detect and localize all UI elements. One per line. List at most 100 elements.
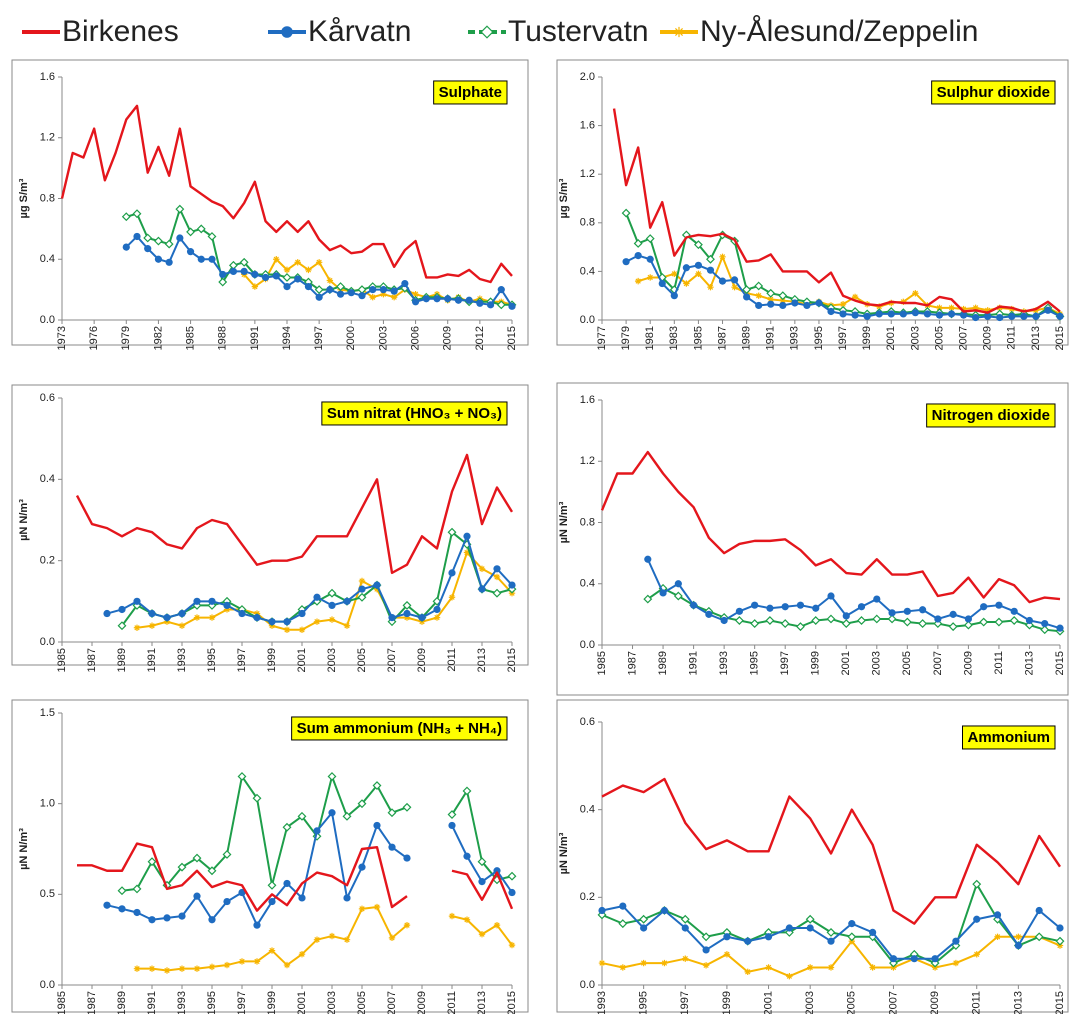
marker bbox=[847, 932, 857, 942]
x-tick-label: 1989 bbox=[116, 648, 128, 672]
marker bbox=[478, 565, 486, 572]
series-line bbox=[647, 587, 1061, 633]
y-axis-label: µN N/m³ bbox=[558, 832, 570, 874]
marker bbox=[622, 258, 630, 266]
marker bbox=[911, 309, 919, 317]
marker bbox=[219, 270, 227, 279]
y-tick-label: 0.0 bbox=[40, 979, 55, 991]
marker bbox=[283, 282, 291, 291]
marker bbox=[640, 959, 647, 967]
panel-frame bbox=[556, 699, 1069, 1013]
marker bbox=[765, 964, 772, 971]
marker bbox=[388, 614, 396, 622]
x-tick-label: 1985 bbox=[596, 651, 608, 675]
marker bbox=[493, 565, 501, 573]
marker bbox=[1010, 607, 1018, 615]
x-tick-label: 2011 bbox=[446, 991, 458, 1014]
marker bbox=[283, 961, 291, 969]
marker bbox=[857, 616, 866, 625]
y-axis-label: µN N/m³ bbox=[558, 501, 570, 543]
marker bbox=[496, 300, 506, 310]
x-tick-label: 2005 bbox=[356, 991, 368, 1014]
marker bbox=[1034, 932, 1044, 942]
marker bbox=[811, 616, 821, 625]
marker bbox=[268, 947, 276, 954]
marker bbox=[372, 781, 382, 790]
marker bbox=[803, 301, 811, 310]
marker bbox=[918, 619, 928, 629]
marker bbox=[373, 821, 381, 830]
x-tick-label: 2007 bbox=[887, 991, 899, 1014]
marker bbox=[876, 303, 883, 310]
marker bbox=[178, 965, 186, 972]
marker bbox=[806, 924, 814, 932]
marker bbox=[358, 585, 366, 593]
marker bbox=[328, 932, 336, 940]
panel-title-box bbox=[321, 401, 508, 426]
marker bbox=[313, 618, 321, 625]
x-tick-label: 1991 bbox=[765, 326, 777, 350]
marker bbox=[379, 286, 388, 294]
x-tick-label: 2007 bbox=[386, 991, 398, 1014]
marker bbox=[448, 569, 456, 577]
marker bbox=[508, 581, 516, 589]
panel-title: Sulphur dioxide bbox=[937, 84, 1050, 101]
marker bbox=[1008, 312, 1016, 320]
marker bbox=[208, 963, 216, 971]
marker bbox=[294, 275, 302, 283]
x-tick-label: 1995 bbox=[813, 326, 825, 350]
marker bbox=[643, 594, 653, 604]
marker bbox=[695, 270, 702, 278]
marker bbox=[639, 914, 649, 924]
marker bbox=[863, 312, 871, 320]
marker bbox=[117, 886, 127, 896]
marker bbox=[979, 617, 989, 627]
marker bbox=[903, 607, 911, 615]
x-tick-label: 2007 bbox=[957, 326, 969, 350]
x-tick-label: 1999 bbox=[721, 991, 733, 1014]
marker bbox=[1044, 306, 1052, 314]
x-tick-label: 1999 bbox=[266, 648, 278, 672]
marker bbox=[207, 232, 217, 241]
panel-title: Sulphate bbox=[439, 84, 502, 101]
series-line bbox=[612, 108, 1061, 314]
marker bbox=[786, 973, 793, 980]
series-line bbox=[137, 906, 513, 972]
marker bbox=[343, 894, 351, 902]
marker bbox=[486, 301, 495, 309]
marker bbox=[369, 294, 376, 301]
x-tick-label: 1987 bbox=[86, 648, 98, 672]
marker bbox=[328, 601, 336, 610]
marker bbox=[304, 282, 313, 291]
panel-title: Nitrogen dioxide bbox=[932, 407, 1050, 424]
x-tick-label: 1994 bbox=[281, 326, 293, 350]
marker bbox=[178, 609, 186, 618]
marker bbox=[282, 822, 292, 832]
marker bbox=[193, 965, 201, 972]
marker bbox=[480, 25, 494, 39]
marker bbox=[327, 772, 337, 781]
marker bbox=[315, 293, 323, 301]
x-tick-label: 2001 bbox=[885, 326, 897, 350]
marker bbox=[444, 295, 452, 303]
marker bbox=[193, 892, 201, 900]
x-tick-label: 2006 bbox=[409, 326, 421, 350]
y-tick-label: 0.2 bbox=[580, 891, 595, 903]
marker bbox=[273, 256, 280, 263]
marker bbox=[478, 585, 486, 593]
marker bbox=[779, 297, 786, 304]
panel-title-box bbox=[433, 80, 508, 105]
marker bbox=[744, 968, 751, 976]
marker bbox=[1032, 312, 1040, 320]
y-tick-label: 1.5 bbox=[40, 707, 55, 719]
marker bbox=[463, 549, 471, 556]
marker bbox=[314, 285, 324, 295]
marker bbox=[448, 594, 456, 601]
marker bbox=[508, 941, 516, 949]
marker bbox=[294, 259, 301, 266]
y-tick-label: 0.0 bbox=[580, 979, 595, 991]
marker bbox=[251, 270, 259, 279]
marker bbox=[208, 597, 216, 605]
marker bbox=[251, 283, 259, 290]
x-tick-label: 1997 bbox=[837, 326, 849, 350]
